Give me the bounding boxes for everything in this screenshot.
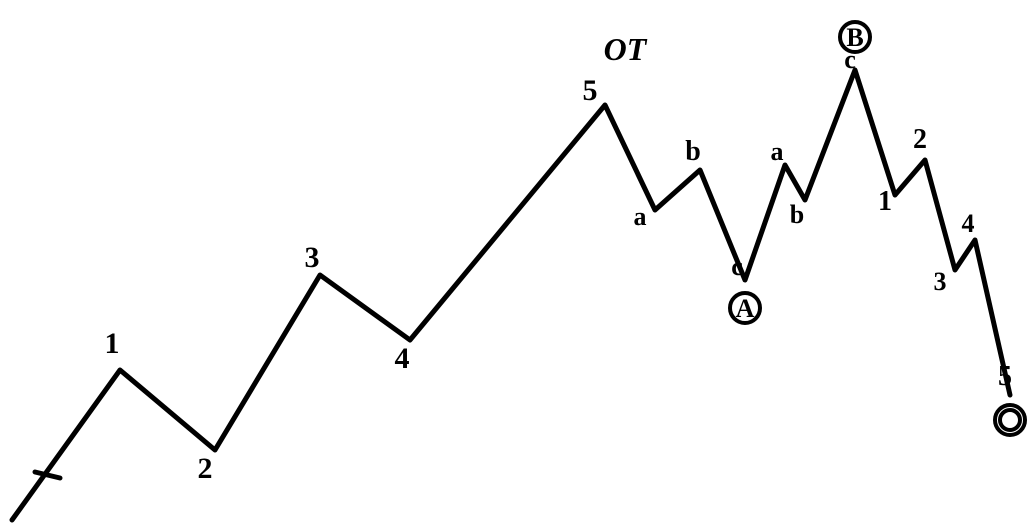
- label-down-4: 4: [962, 209, 975, 238]
- label-down-3: 3: [934, 267, 947, 296]
- svg-text:A: A: [736, 294, 755, 323]
- circled-circle-B: B: [840, 22, 870, 52]
- label-wave-a-1: a: [634, 202, 647, 231]
- origin-tick: [35, 472, 60, 478]
- label-impulse-1: 1: [105, 327, 120, 360]
- label-down-5: 5: [998, 361, 1012, 392]
- label-impulse-2: 2: [198, 452, 213, 485]
- label-impulse-4: 4: [395, 342, 410, 375]
- circled-circle-A: A: [730, 293, 760, 323]
- circled-circle-C: [995, 405, 1025, 435]
- label-wave-c-1: c: [731, 252, 743, 281]
- label-down-1: 1: [878, 186, 892, 217]
- label-wave-b-1: b: [685, 136, 701, 167]
- label-impulse-3: 3: [305, 241, 320, 274]
- elliott-wave-diagram: 12345OTabcabc12345AB: [0, 0, 1030, 531]
- wave-path: [12, 70, 1010, 520]
- label-wave-a-2: a: [771, 137, 784, 166]
- svg-text:B: B: [846, 23, 863, 52]
- label-impulse-5: 5: [583, 74, 598, 107]
- label-ot: OT: [604, 31, 648, 67]
- label-down-2: 2: [913, 124, 927, 155]
- label-wave-b-2: b: [790, 200, 804, 229]
